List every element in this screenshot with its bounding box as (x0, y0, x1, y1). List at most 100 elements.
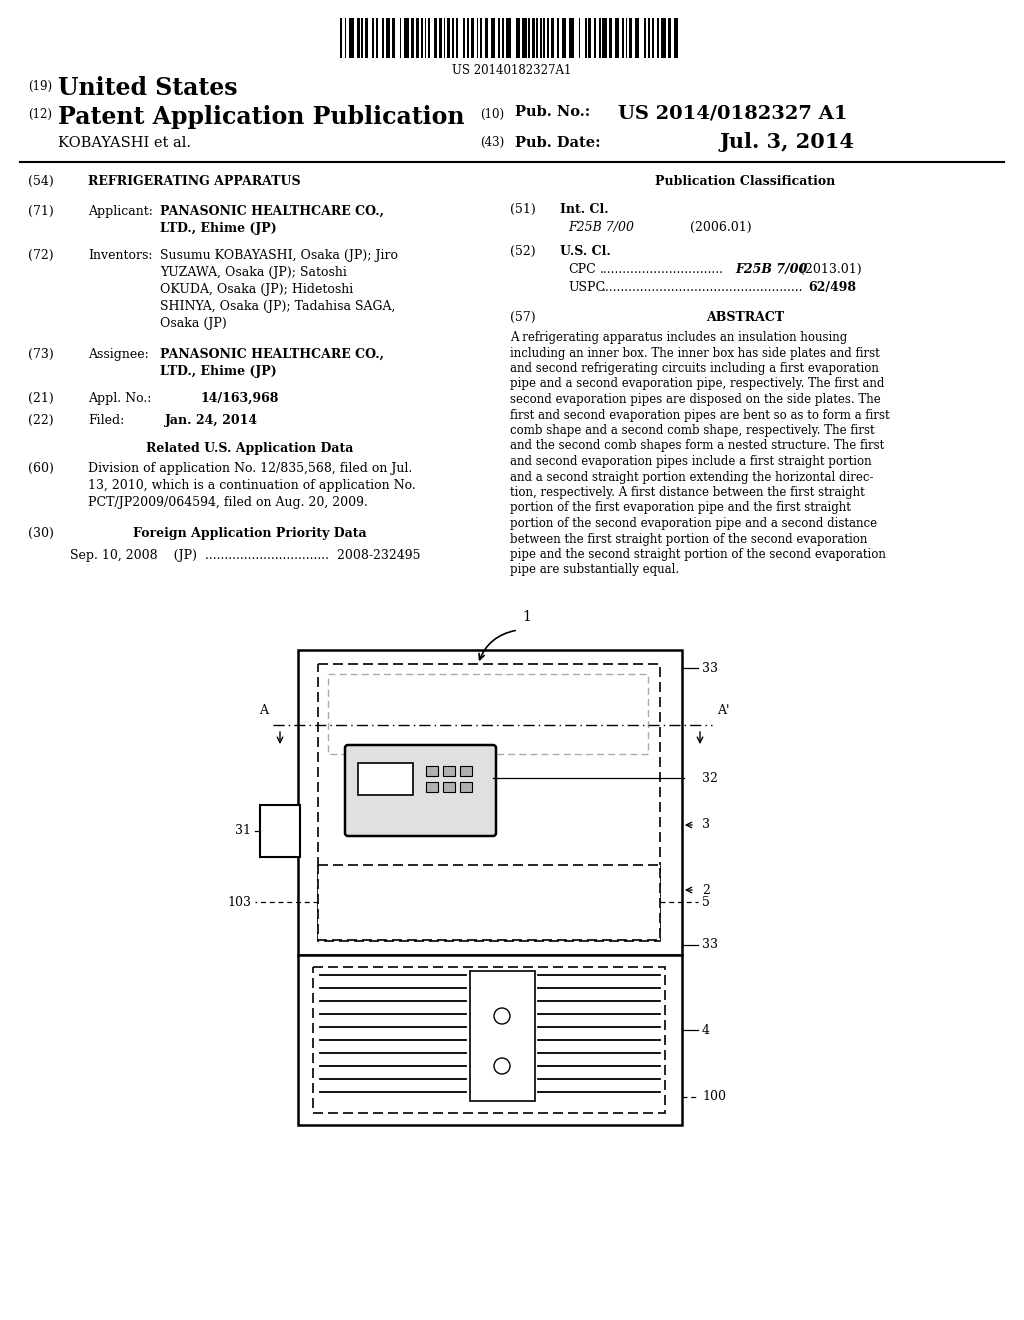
Bar (515, 18, 520, 58)
Text: including an inner box. The inner box has side plates and first: including an inner box. The inner box ha… (510, 346, 880, 359)
Bar (498, 18, 500, 58)
Text: Publication Classification: Publication Classification (655, 176, 836, 187)
Text: (60): (60) (28, 462, 54, 475)
Text: Osaka (JP): Osaka (JP) (160, 317, 226, 330)
Text: 33: 33 (702, 661, 718, 675)
Text: and a second straight portion extending the horizontal direc-: and a second straight portion extending … (510, 470, 873, 483)
Bar (439, 18, 442, 58)
Text: 5: 5 (702, 895, 710, 908)
Bar (547, 18, 549, 58)
Bar (452, 18, 454, 58)
Text: ................................: ................................ (600, 263, 724, 276)
Text: USPC: USPC (568, 281, 605, 294)
Bar (557, 18, 559, 58)
Text: SHINYA, Osaka (JP); Tadahisa SAGA,: SHINYA, Osaka (JP); Tadahisa SAGA, (160, 300, 395, 313)
Bar (443, 766, 455, 776)
Bar (540, 18, 542, 58)
Bar (356, 18, 359, 58)
Text: 33: 33 (702, 939, 718, 952)
Bar (467, 18, 469, 58)
Bar (392, 18, 395, 58)
Text: CPC: CPC (568, 263, 596, 276)
Text: PANASONIC HEALTHCARE CO.,: PANASONIC HEALTHCARE CO., (160, 348, 384, 360)
Text: (57): (57) (510, 312, 536, 323)
Bar (652, 18, 654, 58)
Bar (411, 18, 414, 58)
Bar (386, 18, 390, 58)
Bar (528, 18, 530, 58)
Bar (447, 18, 451, 58)
Bar (484, 18, 487, 58)
Bar (569, 18, 574, 58)
Bar (399, 18, 401, 58)
Bar (443, 781, 455, 792)
Text: Patent Application Publication: Patent Application Publication (58, 106, 465, 129)
Text: (2013.01): (2013.01) (800, 263, 861, 276)
Bar (531, 18, 535, 58)
Text: 1: 1 (522, 610, 530, 624)
Bar (460, 766, 472, 776)
Bar (426, 766, 438, 776)
Bar (365, 18, 368, 58)
Bar (382, 18, 384, 58)
Bar (457, 18, 458, 58)
Text: PCT/JP2009/064594, filed on Aug. 20, 2009.: PCT/JP2009/064594, filed on Aug. 20, 200… (88, 496, 368, 510)
Text: (73): (73) (28, 348, 53, 360)
Text: tion, respectively. A first distance between the first straight: tion, respectively. A first distance bet… (510, 486, 864, 499)
Text: (12): (12) (28, 108, 52, 121)
Bar (376, 18, 378, 58)
Text: US 20140182327A1: US 20140182327A1 (453, 63, 571, 77)
Bar (537, 18, 538, 58)
Bar (298, 649, 682, 954)
Text: Foreign Application Priority Data: Foreign Application Priority Data (133, 527, 367, 540)
Text: KOBAYASHI et al.: KOBAYASHI et al. (58, 136, 191, 150)
Text: (22): (22) (28, 414, 53, 426)
Text: and second evaporation pipes include a first straight portion: and second evaporation pipes include a f… (510, 455, 871, 469)
Text: (71): (71) (28, 205, 53, 218)
Bar (328, 675, 648, 754)
Bar (594, 18, 596, 58)
Bar (318, 865, 660, 940)
Text: portion of the first evaporation pipe and the first straight: portion of the first evaporation pipe an… (510, 502, 851, 515)
Bar (662, 18, 666, 58)
Text: portion of the second evaporation pipe and a second distance: portion of the second evaporation pipe a… (510, 517, 878, 531)
Text: 31: 31 (234, 825, 251, 837)
Text: (30): (30) (28, 527, 54, 540)
Text: U.S. Cl.: U.S. Cl. (560, 246, 610, 257)
Text: (54): (54) (28, 176, 53, 187)
Text: (72): (72) (28, 249, 53, 261)
Text: pipe and a second evaporation pipe, respectively. The first and: pipe and a second evaporation pipe, resp… (510, 378, 885, 391)
Text: (2006.01): (2006.01) (690, 220, 752, 234)
Bar (421, 18, 423, 58)
Bar (298, 954, 682, 1125)
Bar (313, 968, 665, 1113)
Text: Inventors:: Inventors: (88, 249, 153, 261)
Bar (562, 18, 566, 58)
Bar (490, 18, 496, 58)
Text: second evaporation pipes are disposed on the side plates. The: second evaporation pipes are disposed on… (510, 393, 881, 407)
Text: (51): (51) (510, 203, 536, 216)
Text: Jul. 3, 2014: Jul. 3, 2014 (720, 132, 855, 152)
Text: 14/163,968: 14/163,968 (200, 392, 279, 405)
Text: A refrigerating apparatus includes an insulation housing: A refrigerating apparatus includes an in… (510, 331, 847, 345)
Text: 13, 2010, which is a continuation of application No.: 13, 2010, which is a continuation of app… (88, 479, 416, 492)
Bar (502, 18, 505, 58)
Text: pipe and the second straight portion of the second evaporation: pipe and the second straight portion of … (510, 548, 886, 561)
Bar (463, 18, 465, 58)
Text: Sep. 10, 2008    (JP)  ................................  2008-232495: Sep. 10, 2008 (JP) .....................… (70, 549, 421, 562)
Bar (544, 18, 545, 58)
Bar (349, 18, 354, 58)
Bar (622, 18, 624, 58)
Text: United States: United States (58, 77, 238, 100)
Text: 2: 2 (702, 883, 710, 896)
Bar (340, 18, 342, 58)
Bar (471, 18, 474, 58)
Text: OKUDA, Osaka (JP); Hidetoshi: OKUDA, Osaka (JP); Hidetoshi (160, 282, 353, 296)
Text: Related U.S. Application Data: Related U.S. Application Data (146, 442, 353, 455)
Text: (19): (19) (28, 81, 52, 92)
Text: 32: 32 (702, 771, 718, 784)
Text: ....................................................: ........................................… (602, 281, 804, 294)
Text: Appl. No.:: Appl. No.: (88, 392, 152, 405)
Bar (626, 18, 628, 58)
Bar (434, 18, 437, 58)
